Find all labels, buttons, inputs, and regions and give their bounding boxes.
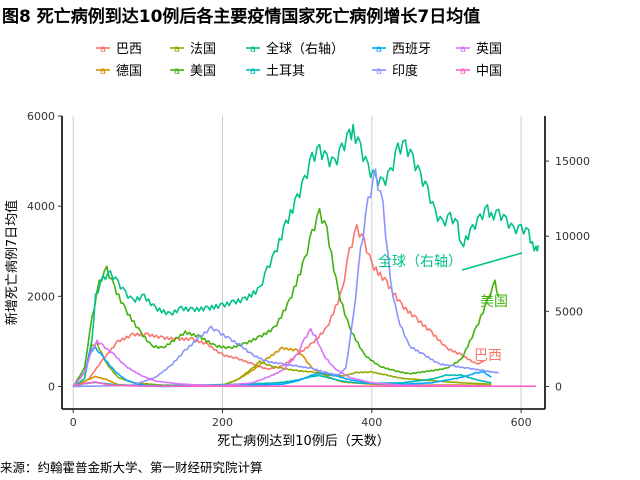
legend-item-9: a 中国	[456, 64, 502, 79]
series-line-0	[72, 223, 484, 388]
y-left-tick-label: 2000	[27, 290, 55, 303]
y-left-tick-label: 4000	[27, 200, 55, 213]
legend-item-6: a 西班牙	[372, 42, 431, 57]
legend-item-0: a 巴西	[96, 42, 142, 57]
source-note: 来源：约翰霍普金斯大学、第一财经研究院计算	[0, 460, 263, 475]
legend-key-glyph: a	[100, 66, 106, 77]
series-line-9	[73, 381, 536, 387]
legend-item-2: a 法国	[170, 42, 216, 57]
legend-label: 美国	[190, 64, 216, 79]
legend-item-1: a 德国	[96, 64, 142, 79]
legend-label: 英国	[476, 42, 502, 57]
series-label-0: 巴西	[474, 348, 502, 364]
x-tick-label: 200	[212, 416, 233, 429]
series-line-3	[72, 207, 500, 387]
legend-label: 西班牙	[392, 42, 431, 57]
series-line-4	[72, 123, 540, 388]
x-tick-label: 400	[361, 416, 382, 429]
legend-label: 全球（右轴）	[266, 41, 344, 57]
legend-key-glyph: a	[174, 44, 180, 55]
y-left-tick-label: 0	[48, 380, 55, 393]
legend-item-5: a 土耳其	[246, 64, 305, 79]
series-label-4: 全球（右轴）	[378, 253, 462, 270]
legend-item-3: a 美国	[170, 64, 216, 79]
legend-label: 印度	[392, 63, 418, 79]
y-right-tick-label: 15000	[555, 155, 590, 168]
legend-key-glyph: a	[250, 44, 256, 55]
y-right-tick-label: 10000	[555, 230, 590, 243]
axes: 0 2000 4000 6000 0 5000 10000 15000 0 200 400 600 死亡…	[4, 110, 590, 449]
series-label-3: 美国	[480, 294, 508, 310]
legend-label: 法国	[190, 42, 216, 57]
series-line-8	[72, 327, 492, 388]
legend: a 巴西 a 德国 a 法国 a 美国 a 全球（右轴） a 土耳其 a 西班牙 a 印度 a 英国 a 中国	[96, 41, 502, 79]
legend-label: 中国	[476, 64, 502, 79]
legend-key-glyph: a	[100, 44, 106, 55]
series-line-7	[73, 168, 499, 388]
y-right-tick-label: 5000	[555, 305, 583, 318]
legend-key-glyph: a	[376, 44, 382, 55]
legend-label: 土耳其	[266, 64, 305, 79]
chart-title: 图8 死亡病例到达10例后各主要疫情国家死亡病例增长7日均值	[2, 7, 481, 27]
series-label-leader	[461, 252, 523, 271]
legend-item-8: a 英国	[456, 42, 502, 57]
x-tick-label: 0	[70, 416, 77, 429]
legend-label: 巴西	[116, 42, 142, 57]
y-left-tick-label: 6000	[27, 110, 55, 123]
legend-key-glyph: a	[460, 44, 466, 55]
legend-key-glyph: a	[460, 66, 466, 77]
legend-key-glyph: a	[376, 66, 382, 77]
legend-label: 德国	[116, 64, 142, 79]
series-line-2	[72, 341, 492, 388]
legend-key-glyph: a	[250, 66, 256, 77]
x-axis-title: 死亡病例达到10例后（天数）	[217, 434, 390, 449]
series-line-6	[72, 346, 492, 388]
y-axis-title: 新增死亡病例7日均值	[4, 200, 20, 325]
x-tick-label: 600	[511, 416, 532, 429]
y-right-tick-label: 0	[555, 380, 562, 393]
legend-key-glyph: a	[174, 66, 180, 77]
legend-item-4: a 全球（右轴）	[246, 41, 344, 57]
legend-item-7: a 印度	[372, 63, 418, 79]
plot-area: 巴西 美国 全球（右轴）	[72, 116, 540, 409]
